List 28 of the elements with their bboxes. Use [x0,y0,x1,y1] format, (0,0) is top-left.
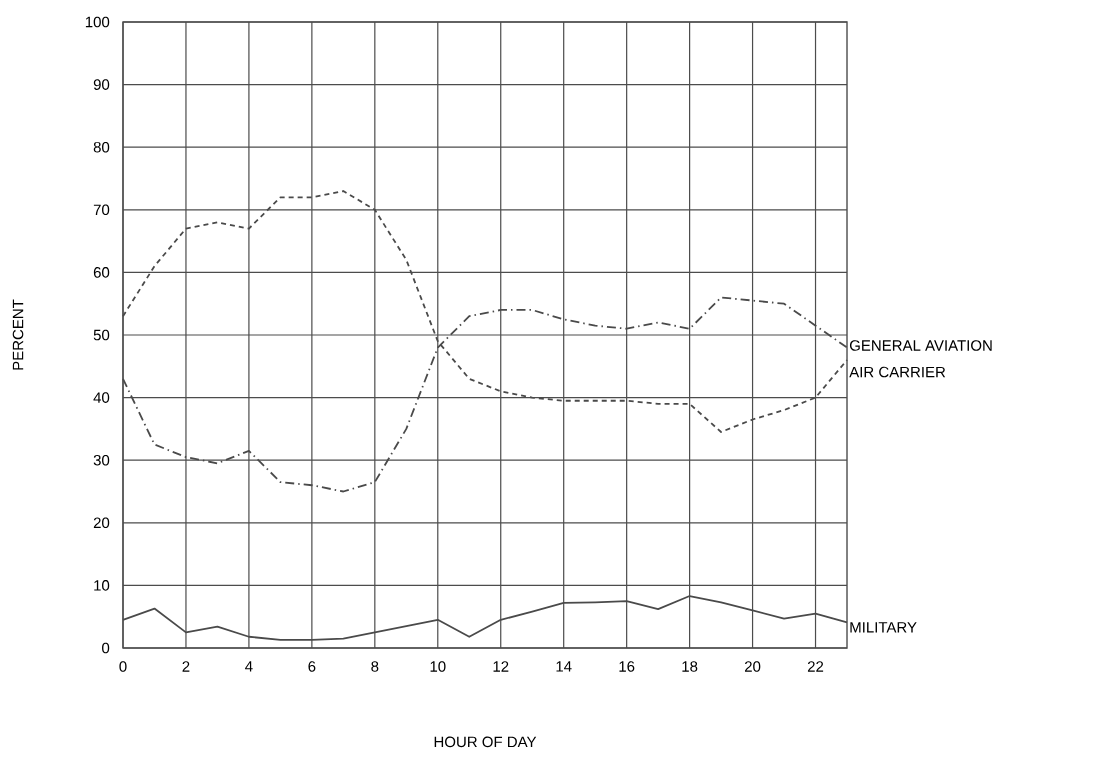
y-tick-label: 0 [102,642,110,654]
y-tick-label: 30 [93,454,110,466]
x-tick-label: 4 [245,661,253,672]
series-label: GENERAL AVIATION [849,340,992,351]
y-axis-title: PERCENT [12,299,24,370]
x-tick-label: 16 [619,661,635,672]
y-tick-label: 20 [93,517,110,529]
x-tick-label: 22 [807,661,824,672]
y-tick-label: 90 [93,79,110,90]
y-tick-label: 100 [85,16,110,28]
x-tick-label: 2 [182,661,190,672]
x-tick-label: 18 [682,661,698,672]
x-tick-label: 0 [119,661,127,672]
x-tick-label: 12 [493,661,509,672]
series-label: AIR CARRIER [849,366,946,378]
y-tick-label: 10 [94,580,110,591]
y-tick-label: 80 [93,141,110,153]
series-label: MILITARY [850,622,917,633]
x-tick-label: 10 [430,661,446,672]
x-tick-label: 20 [744,661,761,672]
x-tick-label: 6 [308,661,316,672]
y-tick-label: 70 [93,204,110,216]
y-tick-label: 50 [93,329,110,341]
y-tick-label: 60 [93,267,110,278]
x-axis-title: HOUR OF DAY [434,736,537,748]
x-tick-label: 8 [371,661,379,672]
x-tick-label: 14 [556,661,572,672]
y-tick-label: 40 [93,392,110,403]
